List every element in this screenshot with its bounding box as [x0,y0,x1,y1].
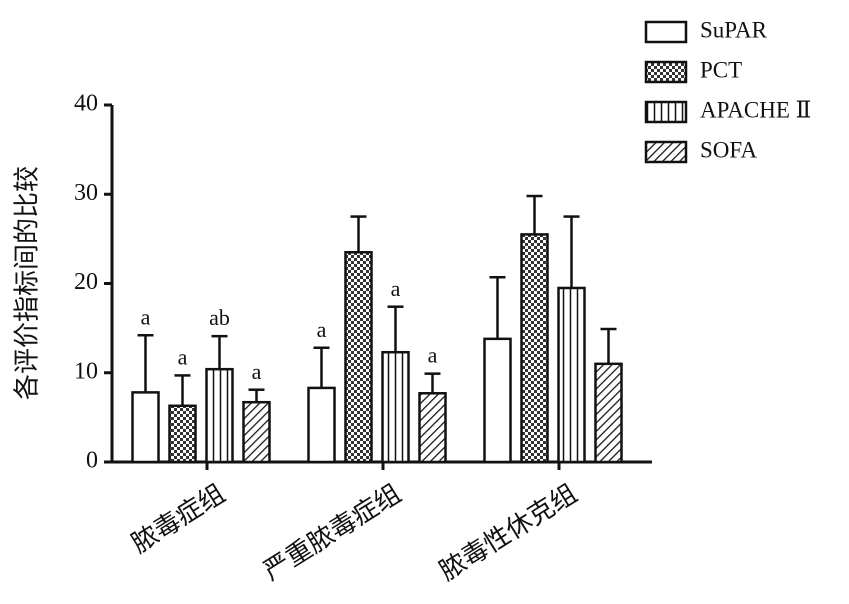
y-tick-label: 30 [74,180,98,206]
bar [381,350,410,464]
significance-label: ab [209,305,230,330]
significance-label: a [178,344,188,369]
x-tick-label: 脓毒性休克组 [434,479,582,587]
legend-label: SOFA [700,137,757,162]
bar [205,367,234,464]
bar [131,391,160,464]
bar [483,337,512,464]
legend-label: SuPAR [700,17,768,42]
y-tick-label: 0 [86,448,98,474]
significance-label: a [391,276,401,301]
x-tick-label: 脓毒症组 [127,479,231,560]
y-tick-label: 40 [74,91,98,117]
significance-label: a [252,359,262,384]
y-axis-label: 各评价指标间的比较 [13,166,43,400]
bar [520,233,549,464]
legend-swatch [644,20,688,44]
y-tick-label: 20 [74,269,98,295]
legend-swatch [644,100,688,124]
bar [557,286,586,464]
bar [344,251,373,464]
legend-swatch [644,140,688,164]
legend-label: PCT [700,57,742,82]
significance-label: a [428,343,438,368]
bar [594,362,623,464]
bar [168,404,197,464]
legend-label: APACHE Ⅱ [700,97,811,122]
bar [418,392,447,464]
y-tick-label: 10 [74,358,98,384]
bar [307,386,336,464]
significance-label: a [317,317,327,342]
x-tick-label: 严重脓毒症组 [258,479,406,587]
legend-swatch [644,60,688,84]
significance-label: a [141,304,151,329]
bar [242,400,271,464]
